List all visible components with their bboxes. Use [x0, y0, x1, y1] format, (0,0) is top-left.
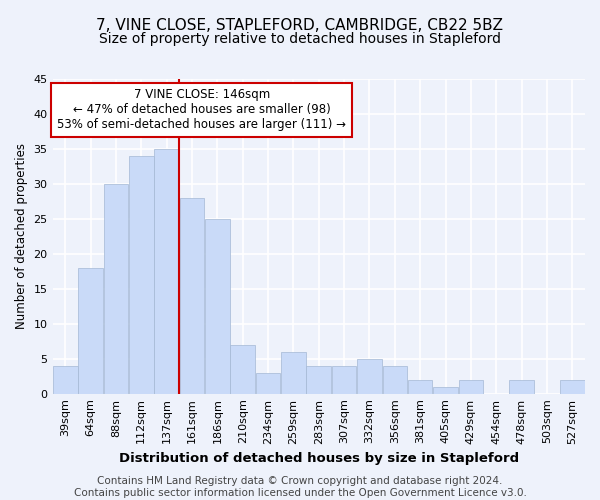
Bar [458, 380, 483, 394]
Bar [357, 358, 382, 394]
Bar [383, 366, 407, 394]
Bar [230, 344, 255, 394]
Bar [332, 366, 356, 394]
Bar [205, 219, 230, 394]
Text: 7, VINE CLOSE, STAPLEFORD, CAMBRIDGE, CB22 5BZ: 7, VINE CLOSE, STAPLEFORD, CAMBRIDGE, CB… [97, 18, 503, 32]
Bar [307, 366, 331, 394]
Bar [154, 149, 179, 394]
Bar [560, 380, 584, 394]
Bar [129, 156, 154, 394]
Bar [53, 366, 77, 394]
Bar [104, 184, 128, 394]
Text: Size of property relative to detached houses in Stapleford: Size of property relative to detached ho… [99, 32, 501, 46]
Text: Contains HM Land Registry data © Crown copyright and database right 2024.
Contai: Contains HM Land Registry data © Crown c… [74, 476, 526, 498]
Bar [408, 380, 433, 394]
Bar [179, 198, 204, 394]
Bar [509, 380, 534, 394]
Bar [78, 268, 103, 394]
Text: 7 VINE CLOSE: 146sqm
← 47% of detached houses are smaller (98)
53% of semi-detac: 7 VINE CLOSE: 146sqm ← 47% of detached h… [57, 88, 346, 132]
Y-axis label: Number of detached properties: Number of detached properties [15, 144, 28, 330]
Bar [256, 372, 280, 394]
X-axis label: Distribution of detached houses by size in Stapleford: Distribution of detached houses by size … [119, 452, 519, 465]
Bar [433, 386, 458, 394]
Bar [281, 352, 306, 394]
